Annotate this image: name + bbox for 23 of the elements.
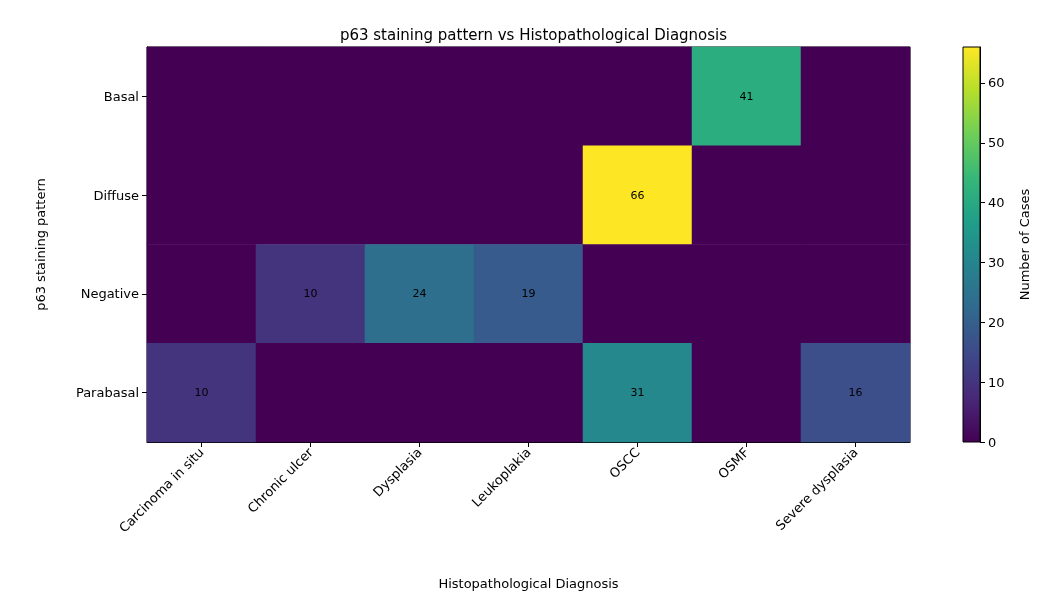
data-label: 41 bbox=[739, 89, 754, 103]
y-tick-label: Diffuse bbox=[93, 187, 139, 203]
data-label: 16 bbox=[848, 386, 863, 400]
color-bar-label: 0 bbox=[988, 434, 997, 450]
x-axis-title: Histopathological Diagnosis bbox=[438, 576, 619, 591]
data-label: 24 bbox=[412, 287, 427, 301]
color-bar-label: 20 bbox=[988, 314, 1005, 330]
y-tick-label: Negative bbox=[80, 286, 139, 302]
color-bar-title: Number of Cases bbox=[1017, 188, 1032, 301]
data-label: 66 bbox=[630, 188, 645, 202]
data-label: 19 bbox=[521, 287, 536, 301]
color-bar-label: 60 bbox=[988, 75, 1005, 91]
data-label: 10 bbox=[194, 386, 209, 400]
data-label: 31 bbox=[630, 386, 645, 400]
y-axis-title: p63 staining pattern bbox=[33, 178, 48, 311]
color-bar-label: 40 bbox=[988, 195, 1005, 211]
color-bar-label: 50 bbox=[988, 135, 1005, 151]
y-tick-label: Basal bbox=[103, 88, 139, 104]
data-label: 10 bbox=[303, 287, 318, 301]
chart-title: p63 staining pattern vs Histopathological Diagnosis bbox=[339, 25, 728, 44]
y-tick-label: Parabasal bbox=[75, 385, 139, 401]
color-bar-label: 10 bbox=[988, 374, 1005, 390]
color-bar-label: 30 bbox=[988, 254, 1005, 270]
